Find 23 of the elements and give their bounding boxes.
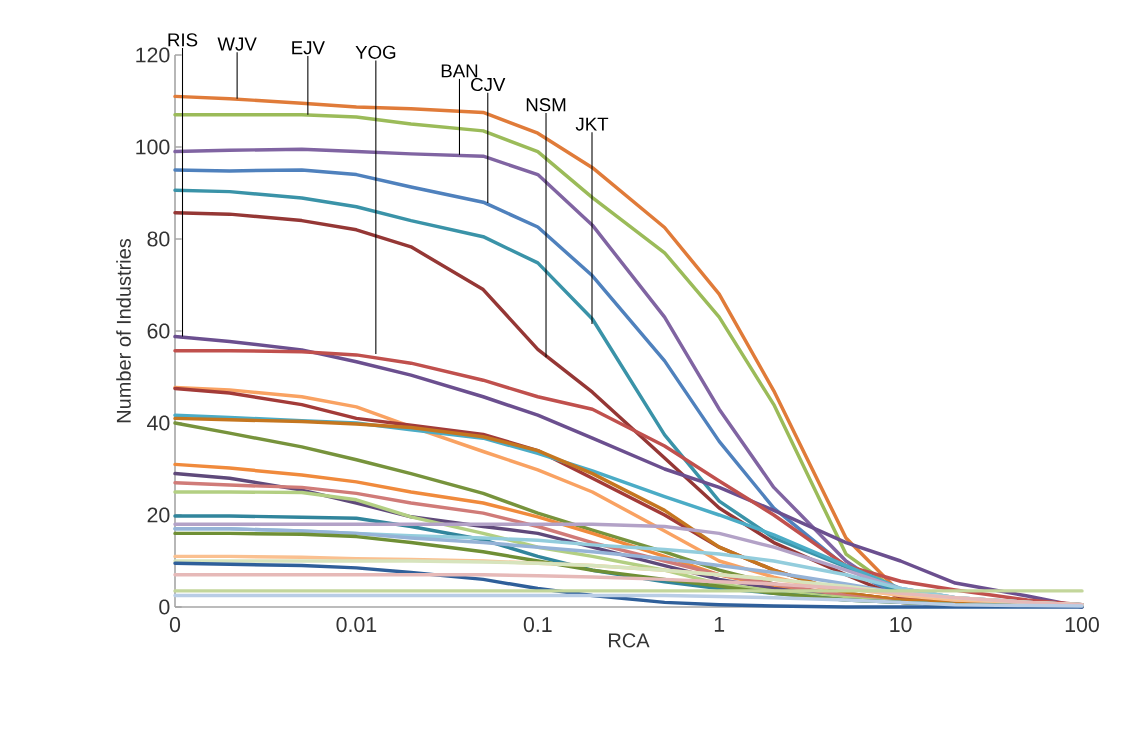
- annotation: WJV: [217, 37, 257, 51]
- x-tick-label: 100: [1065, 617, 1099, 633]
- annotation: YOG: [355, 45, 396, 59]
- annotation: JKT: [575, 117, 609, 131]
- y-tick-label: 120: [136, 47, 170, 63]
- annotation: BAN: [441, 64, 478, 78]
- x-tick-label: 0.01: [336, 617, 377, 633]
- y-tick-label: 100: [136, 139, 170, 155]
- y-tick-label: 0: [159, 599, 170, 615]
- annotation: RIS: [168, 33, 198, 47]
- annotation: CJV: [471, 77, 506, 92]
- x-tick-label: 0.1: [523, 617, 552, 633]
- annotation: NSM: [526, 98, 566, 112]
- x-axis-title: RCA: [609, 633, 650, 648]
- x-tick-label: 0: [169, 617, 181, 633]
- y-tick-label: 80: [147, 231, 170, 247]
- annotation: EJV: [292, 41, 325, 55]
- y-axis-title: Number of Industries: [116, 238, 131, 423]
- y-tick-label: 60: [147, 323, 170, 339]
- x-tick-label: 10: [890, 617, 912, 633]
- y-tick-label: 40: [147, 415, 170, 431]
- x-tick-label: 1: [714, 617, 725, 632]
- y-tick-label: 20: [147, 507, 170, 523]
